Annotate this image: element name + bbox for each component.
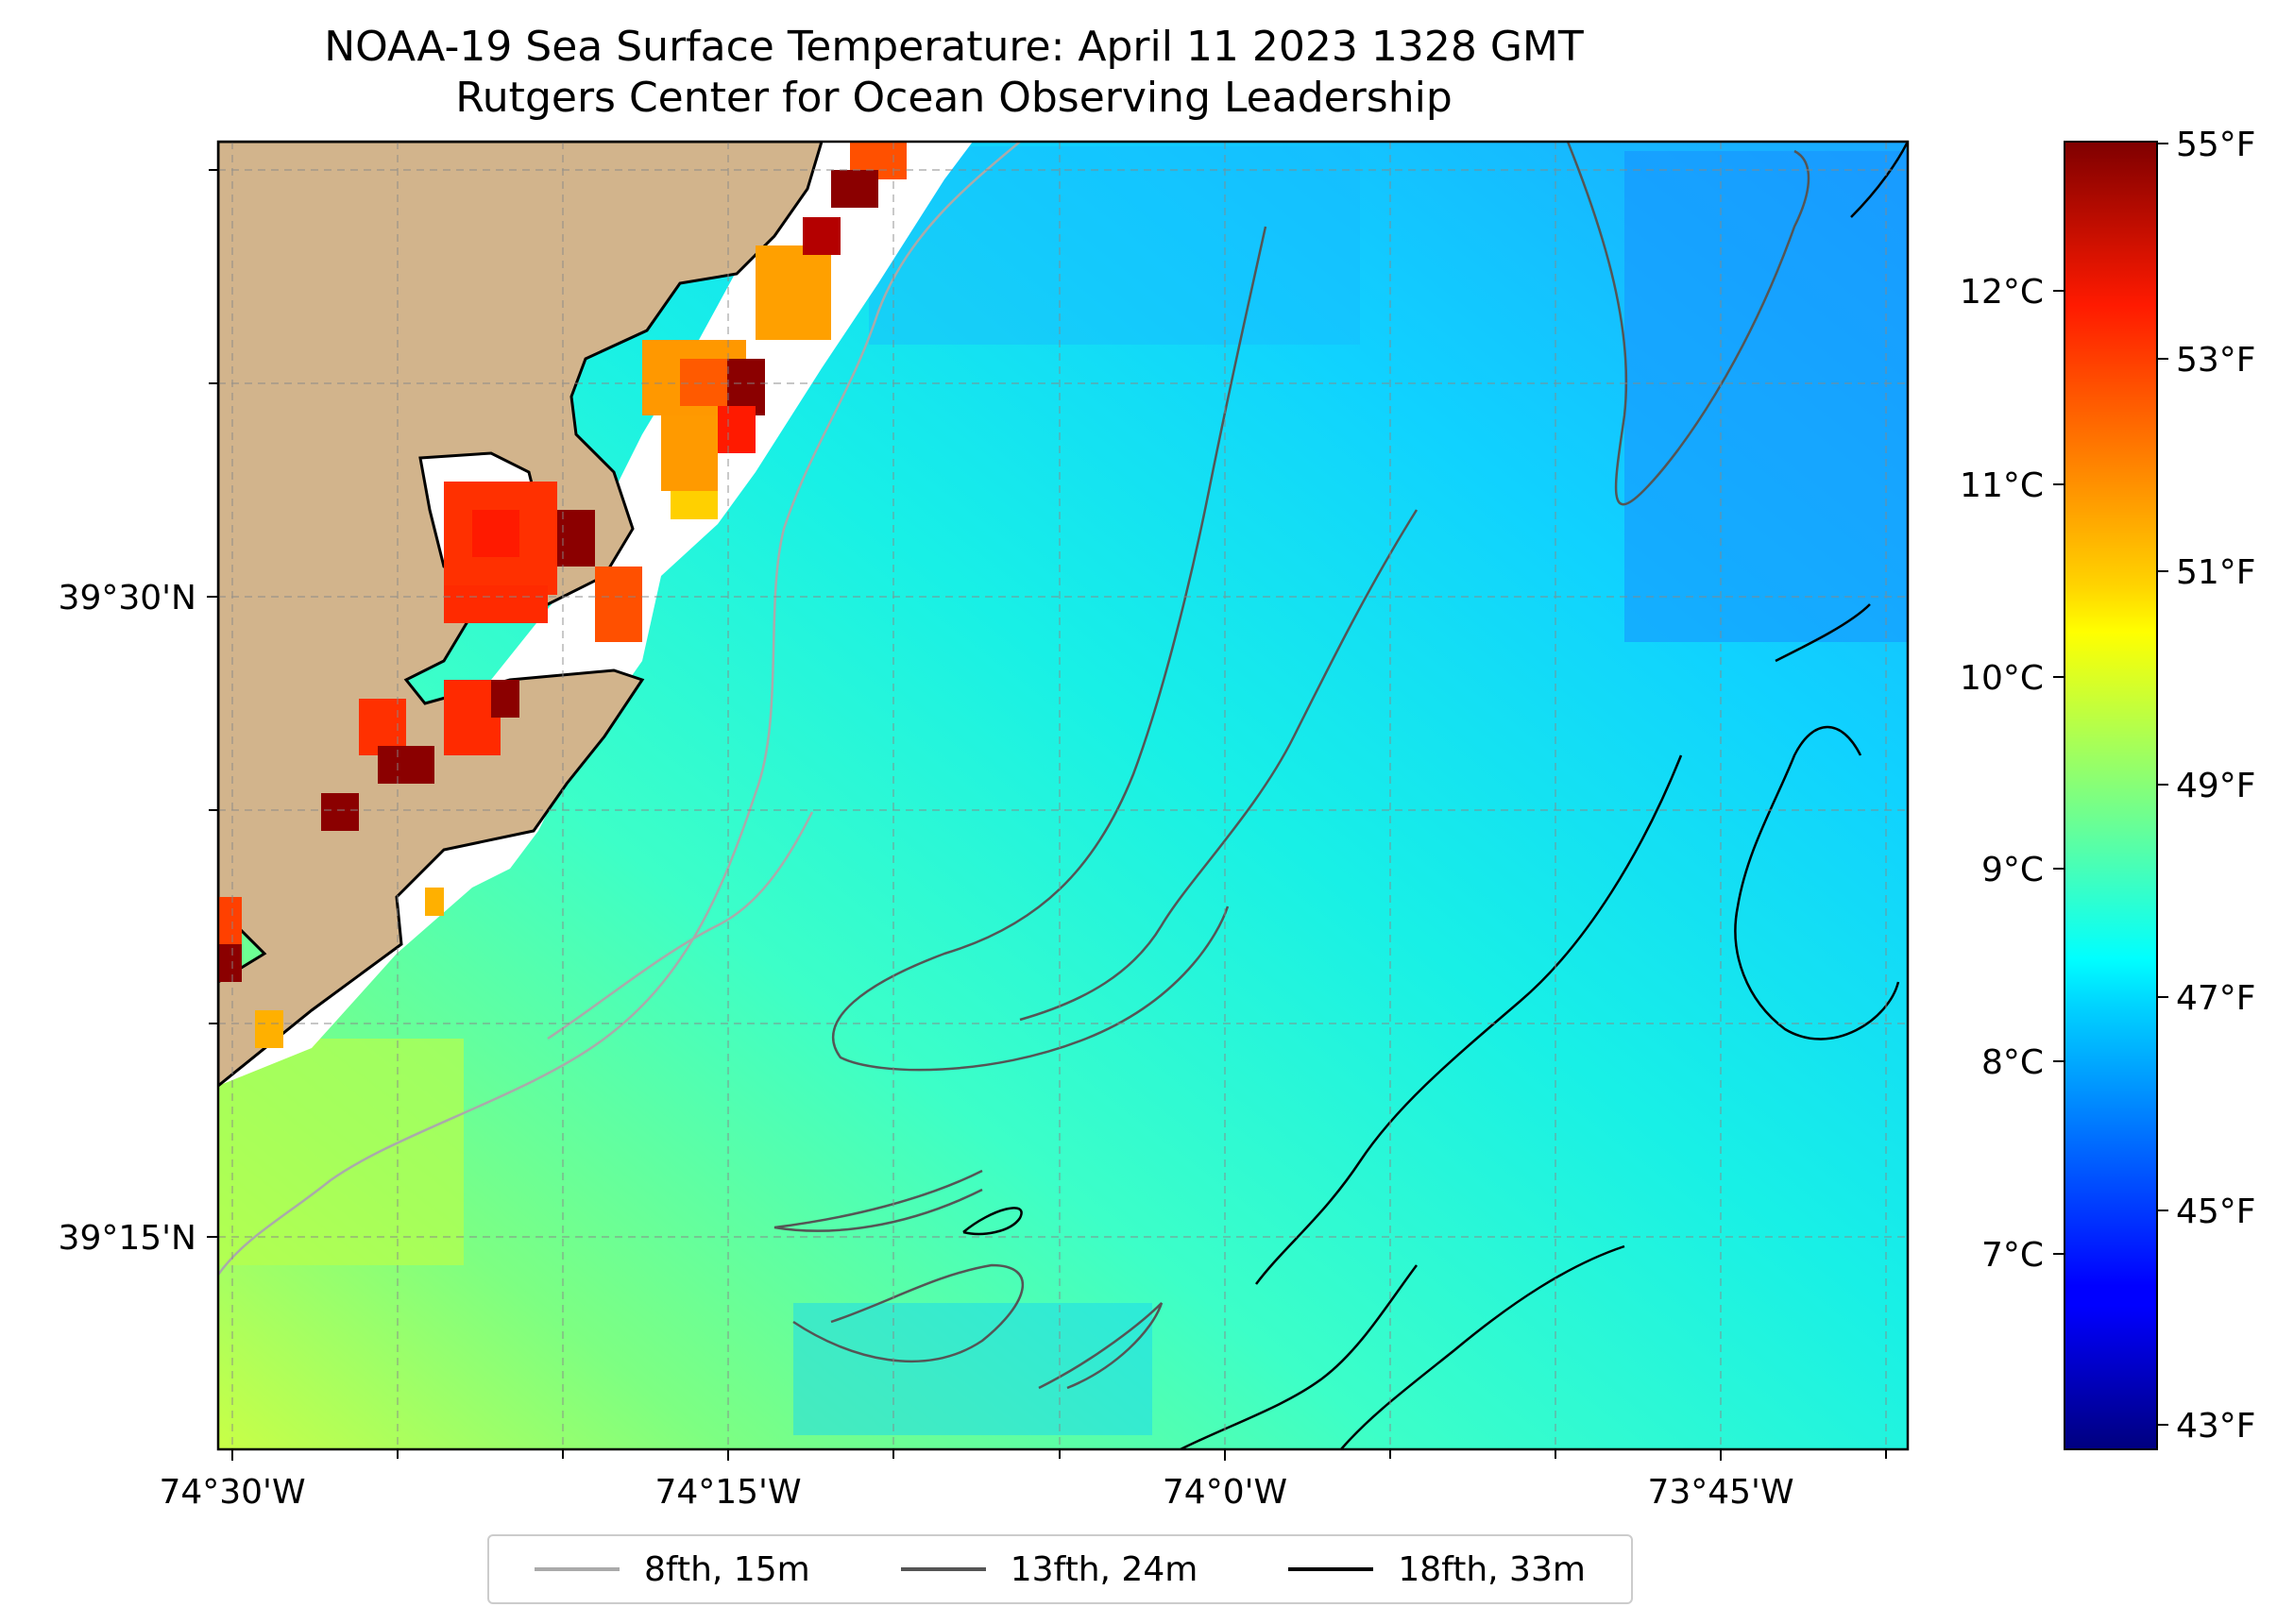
lat-label-39-30n: 39°30'N	[59, 579, 196, 617]
legend-item-33m: 18fth, 33m	[1288, 1550, 1586, 1589]
colorbar-fahrenheit-label: 43°F	[2176, 1407, 2256, 1446]
isobath-legend: 8fth, 15m 13fth, 24m 18fth, 33m	[487, 1534, 1633, 1604]
colorbar-ticks	[2053, 143, 2168, 1426]
isobath-24m	[1019, 509, 1419, 1022]
colorbar-celsius-label: 10°C	[1960, 659, 2044, 698]
axis-ticks	[207, 169, 1887, 1461]
colorbar-fahrenheit-label: 47°F	[2176, 979, 2256, 1018]
sst-cool-patch	[793, 1303, 1152, 1435]
sst-cold-patch	[1624, 151, 1908, 642]
legend-swatch-15m	[535, 1567, 620, 1571]
sst-cold-patch	[869, 146, 1360, 345]
isobath-33m	[1850, 142, 1908, 218]
isobath-15m	[218, 142, 1021, 1276]
colorbar-celsius-label: 8°C	[1981, 1043, 2044, 1082]
map-gridlines	[218, 142, 1908, 1449]
legend-label-15m: 8fth, 15m	[644, 1549, 810, 1589]
legend-label-33m: 18fth, 33m	[1398, 1549, 1586, 1589]
isobath-33m	[1340, 1244, 1625, 1449]
lat-label-39-15n: 39°15'N	[59, 1219, 196, 1258]
lon-label-74-0w: 74°0'W	[1163, 1473, 1287, 1512]
lon-label-74-15w: 74°15'W	[654, 1473, 801, 1512]
colorbar-fahrenheit-label: 49°F	[2176, 767, 2256, 805]
map-subtitle: Rutgers Center for Ocean Observing Leade…	[455, 74, 1453, 122]
legend-swatch-33m	[1288, 1567, 1374, 1571]
isobath-33m	[1775, 603, 1871, 663]
colorbar-celsius-label: 11°C	[1960, 466, 2044, 505]
isobath-33m	[962, 1207, 1023, 1236]
isobath-15m	[547, 811, 814, 1040]
isobath-33m	[1734, 725, 1900, 1040]
colorbar-fahrenheit-label: 51°F	[2176, 553, 2256, 592]
sst-warm-patch	[218, 1039, 464, 1265]
map-frame	[216, 140, 1910, 1451]
isobath-24m	[792, 1263, 1025, 1363]
colorbar-celsius-label: 12°C	[1960, 273, 2044, 312]
isobath-33m	[1255, 754, 1683, 1285]
legend-item-24m: 13fth, 24m	[900, 1549, 1198, 1589]
isobath-24m	[773, 1169, 983, 1232]
legend-label-24m: 13fth, 24m	[1010, 1549, 1198, 1589]
lon-label-74-30w: 74°30'W	[159, 1473, 305, 1512]
colorbar-celsius-label: 9°C	[1981, 851, 2044, 889]
isobath-24m	[1566, 142, 1810, 506]
colorbar-fahrenheit-label: 55°F	[2176, 126, 2256, 164]
colorbar	[2064, 141, 2158, 1450]
colorbar-celsius-label: 7°C	[1981, 1236, 2044, 1275]
lon-label-73-45w: 73°45'W	[1647, 1473, 1793, 1512]
colorbar-fahrenheit-label: 53°F	[2176, 341, 2256, 380]
legend-item-15m: 8fth, 15m	[535, 1550, 810, 1589]
colorbar-fahrenheit-label: 45°F	[2176, 1193, 2256, 1231]
isobath-24m	[831, 226, 1267, 1072]
isobath-24m	[1038, 1302, 1164, 1390]
legend-swatch-24m	[900, 1567, 986, 1571]
map-title: NOAA-19 Sea Surface Temperature: April 1…	[324, 23, 1584, 71]
warm-coastal-pixels	[218, 142, 907, 1048]
